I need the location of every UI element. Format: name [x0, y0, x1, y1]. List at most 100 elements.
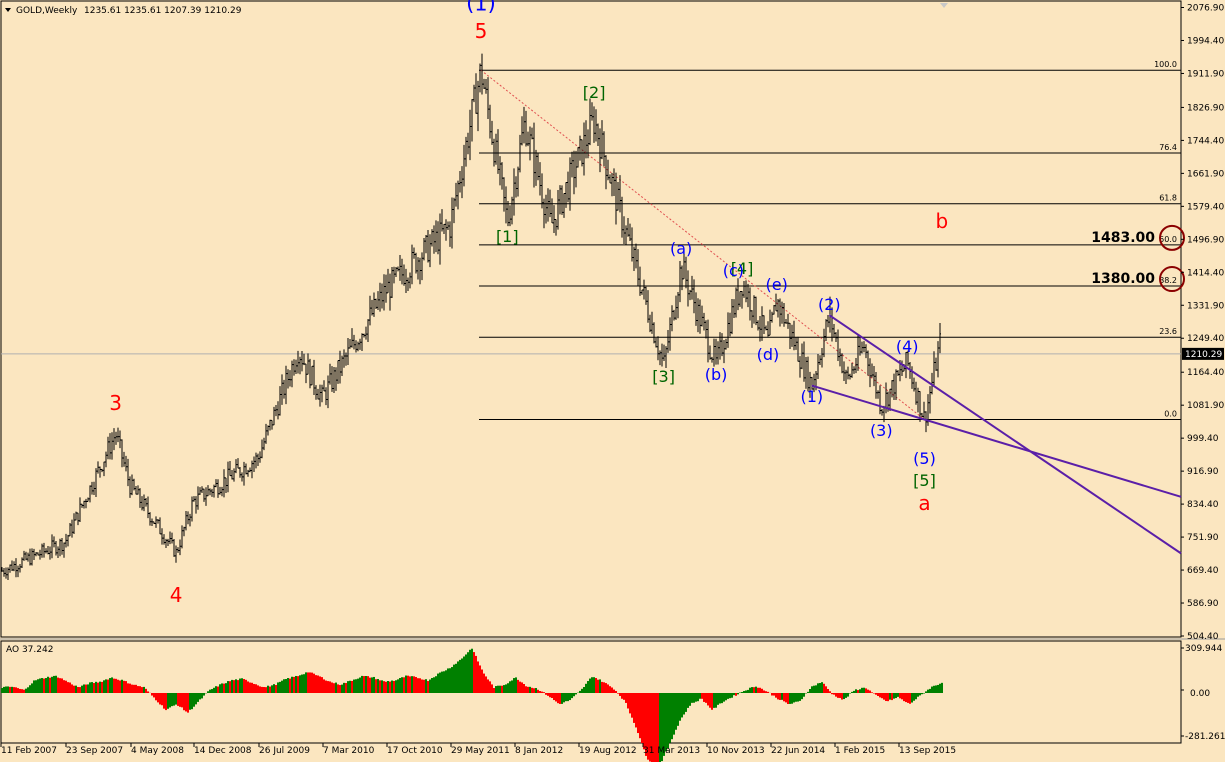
- ohlc-bar[interactable]: [605, 155, 607, 190]
- ohlc-bar[interactable]: [679, 260, 681, 303]
- ohlc-bar[interactable]: [807, 356, 809, 392]
- ohlc-bar[interactable]: [857, 335, 859, 371]
- ohlc-bar[interactable]: [577, 147, 579, 168]
- ohlc-bar[interactable]: [283, 379, 285, 399]
- ohlc-bar[interactable]: [585, 120, 587, 159]
- ohlc-bar[interactable]: [145, 498, 147, 507]
- ohlc-bar[interactable]: [713, 338, 715, 367]
- ohlc-bar[interactable]: [895, 369, 897, 400]
- ohlc-bar[interactable]: [515, 176, 517, 198]
- ohlc-bar[interactable]: [169, 531, 171, 545]
- ohlc-bar[interactable]: [79, 497, 81, 522]
- ohlc-bar[interactable]: [121, 439, 123, 468]
- wave-label[interactable]: b: [935, 209, 948, 233]
- ohlc-bar[interactable]: [149, 512, 151, 526]
- ohlc-bar[interactable]: [447, 221, 449, 231]
- ohlc-bar[interactable]: [919, 391, 921, 422]
- ohlc-bar[interactable]: [273, 406, 275, 426]
- ohlc-bar[interactable]: [171, 532, 173, 544]
- ohlc-bar[interactable]: [657, 336, 659, 361]
- ohlc-bar[interactable]: [17, 565, 19, 578]
- ohlc-bar[interactable]: [861, 341, 863, 354]
- ohlc-bar[interactable]: [403, 264, 405, 286]
- ohlc-bar[interactable]: [211, 488, 213, 497]
- ohlc-bar[interactable]: [61, 538, 63, 555]
- ohlc-bar[interactable]: [455, 182, 457, 207]
- ohlc-bar[interactable]: [685, 256, 687, 289]
- ohlc-bar[interactable]: [791, 324, 793, 347]
- ohlc-bar[interactable]: [227, 461, 229, 493]
- ohlc-bar[interactable]: [465, 136, 467, 167]
- wave-label[interactable]: [3]: [652, 367, 675, 386]
- ohlc-bar[interactable]: [699, 299, 701, 334]
- ohlc-bar[interactable]: [553, 205, 555, 234]
- ohlc-bar[interactable]: [859, 337, 861, 356]
- ohlc-bar[interactable]: [477, 80, 479, 132]
- ohlc-bar[interactable]: [427, 230, 429, 263]
- ohlc-bar[interactable]: [621, 196, 623, 238]
- wave-label[interactable]: [4]: [731, 259, 754, 278]
- ohlc-bar[interactable]: [469, 109, 471, 161]
- ohlc-bar[interactable]: [749, 287, 751, 321]
- ohlc-bar[interactable]: [541, 173, 543, 209]
- ohlc-bar[interactable]: [681, 265, 683, 291]
- ohlc-bar[interactable]: [191, 496, 193, 522]
- ohlc-bar[interactable]: [397, 266, 399, 272]
- ohlc-bar[interactable]: [839, 348, 841, 367]
- ohlc-bar[interactable]: [443, 223, 445, 234]
- ohlc-bar[interactable]: [875, 371, 877, 399]
- ohlc-bar[interactable]: [563, 192, 565, 218]
- ohlc-bar[interactable]: [709, 345, 711, 360]
- ohlc-bar[interactable]: [677, 292, 679, 319]
- ohlc-bar[interactable]: [741, 291, 743, 309]
- ohlc-bar[interactable]: [631, 227, 633, 262]
- ohlc-bar[interactable]: [1, 567, 3, 572]
- ohlc-bar[interactable]: [285, 365, 287, 405]
- ohlc-bar[interactable]: [195, 496, 197, 514]
- ohlc-bar[interactable]: [219, 486, 221, 495]
- ohlc-bar[interactable]: [271, 419, 273, 430]
- ohlc-bar[interactable]: [231, 470, 233, 480]
- ohlc-bar[interactable]: [311, 365, 313, 386]
- ohlc-bar[interactable]: [297, 350, 299, 374]
- ohlc-bar[interactable]: [247, 469, 249, 477]
- ohlc-bar[interactable]: [129, 476, 131, 498]
- ohlc-bar[interactable]: [779, 298, 781, 327]
- ohlc-bar[interactable]: [353, 334, 355, 350]
- ohlc-bar[interactable]: [639, 266, 641, 296]
- ohlc-bar[interactable]: [761, 306, 763, 341]
- ohlc-bar[interactable]: [803, 341, 805, 382]
- ohlc-bar[interactable]: [441, 209, 443, 232]
- ohlc-bar[interactable]: [891, 380, 893, 398]
- ohlc-bar[interactable]: [363, 333, 365, 338]
- ohlc-bar[interactable]: [641, 289, 643, 295]
- ohlc-bar[interactable]: [615, 172, 617, 225]
- ohlc-bar[interactable]: [431, 229, 433, 247]
- ohlc-bar[interactable]: [735, 287, 737, 318]
- ohlc-bar[interactable]: [19, 563, 21, 573]
- ohlc-bar[interactable]: [595, 109, 597, 142]
- ohlc-bar[interactable]: [629, 223, 631, 241]
- ohlc-bar[interactable]: [489, 104, 491, 139]
- ohlc-bar[interactable]: [711, 356, 713, 363]
- ohlc-bar[interactable]: [763, 315, 765, 334]
- ohlc-bar[interactable]: [579, 135, 581, 161]
- ohlc-bar[interactable]: [501, 162, 503, 190]
- ohlc-bar[interactable]: [513, 168, 515, 216]
- ohlc-bar[interactable]: [921, 412, 923, 418]
- ohlc-bar[interactable]: [383, 274, 385, 311]
- ohlc-bar[interactable]: [111, 432, 113, 460]
- ohlc-bar[interactable]: [33, 548, 35, 561]
- ohlc-bar[interactable]: [25, 551, 27, 561]
- ohlc-bar[interactable]: [309, 358, 311, 389]
- ohlc-bar[interactable]: [693, 279, 695, 314]
- ohlc-bar[interactable]: [507, 201, 509, 227]
- ohlc-bar[interactable]: [637, 249, 639, 287]
- ohlc-bar[interactable]: [721, 333, 723, 357]
- ohlc-bar[interactable]: [207, 485, 209, 497]
- ohlc-bar[interactable]: [321, 384, 323, 403]
- ohlc-bar[interactable]: [773, 304, 775, 315]
- ohlc-bar[interactable]: [457, 180, 459, 210]
- ohlc-bar[interactable]: [87, 497, 89, 502]
- ohlc-bar[interactable]: [661, 343, 663, 367]
